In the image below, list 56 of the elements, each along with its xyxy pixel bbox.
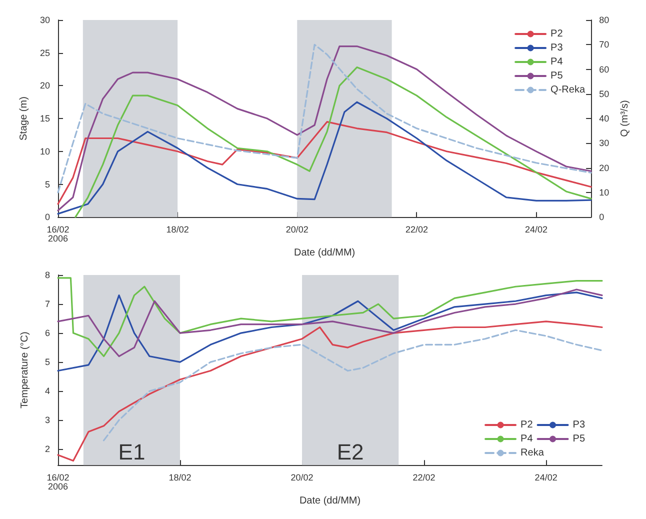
legend-label: P2 [550,28,564,40]
y-tick-label: 4 [44,386,50,396]
y2-tick-label: 10 [599,187,610,198]
y2-tick-label: 0 [599,212,604,222]
line-series [57,101,592,215]
y-tick-label: 25 [40,48,50,58]
x-tick-label: 20/02 [290,472,314,483]
x-tick-label: 22/02 [405,224,428,235]
y-tick-label: 10 [40,146,50,156]
y-tick-label: 5 [44,179,50,190]
x-tick-label: 24/02 [525,224,548,235]
band-label: E2 [336,440,364,465]
x-tick-label: 24/02 [534,472,558,483]
x-tick-label: 20/02 [286,224,308,235]
y-tick-label: 30 [40,15,50,25]
y-axis-title: Temperature (°C) [20,332,30,408]
y2-tick-label: 80 [599,15,610,25]
x-tick-label: 16/02 2006 [46,224,70,244]
x-tick-label: 22/02 [412,472,436,483]
y-tick-label: 5 [44,357,50,368]
legend-label: P4 [550,56,564,68]
y2-tick-label: 70 [599,40,610,50]
y2-tick-label: 60 [599,64,610,74]
line-series [57,292,603,372]
legend-label: P3 [550,42,564,54]
line-series [57,121,592,205]
y2-tick-label: 50 [599,88,610,99]
y-tick-label: 7 [44,299,50,310]
y2-tick-label: 40 [599,114,610,124]
x-tick-label: 18/02 [168,472,192,483]
line-series [102,329,603,442]
y-tick-label: 2 [44,444,50,454]
legend-label: P5 [550,70,564,82]
y2-axis-title: Q (m³/s) [620,100,630,137]
y2-tick-label: 20 [599,162,610,173]
line-series [74,66,592,218]
x-tick-label: 16/02 2006 [46,472,70,492]
y-tick-label: 20 [40,80,50,91]
y-tick-label: 3 [44,415,50,426]
y2-tick-label: 30 [599,138,610,148]
legend-label: P3 [572,420,586,430]
x-axis-title: Date (dd/MM) [294,248,356,258]
legend-label: P4 [520,434,534,444]
line-series [57,320,603,462]
legend-label: Reka [520,448,544,458]
legend-label: Q-Reka [550,84,586,96]
y-tick-label: 6 [44,328,50,338]
legend-label: P5 [572,434,586,444]
y-tick-label: 8 [44,270,50,280]
legend-label: P2 [520,420,534,430]
x-axis-title: Date (dd/MM) [299,496,361,506]
band-label: E1 [118,440,146,465]
y-tick-label: 0 [44,212,50,222]
y-axis-title: Stage (m) [18,96,30,141]
y-tick-label: 15 [40,114,50,124]
x-tick-label: 18/02 [166,224,189,235]
